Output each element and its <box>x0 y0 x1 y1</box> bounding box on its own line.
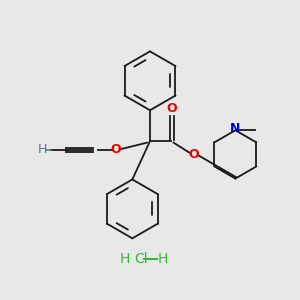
Text: O: O <box>111 143 122 157</box>
Text: H: H <box>38 143 47 157</box>
Text: O: O <box>189 148 200 161</box>
Text: N: N <box>230 122 241 135</box>
Text: O: O <box>167 102 177 115</box>
Text: H: H <box>157 252 168 266</box>
Text: H: H <box>120 252 130 266</box>
Text: Cl: Cl <box>134 252 148 266</box>
